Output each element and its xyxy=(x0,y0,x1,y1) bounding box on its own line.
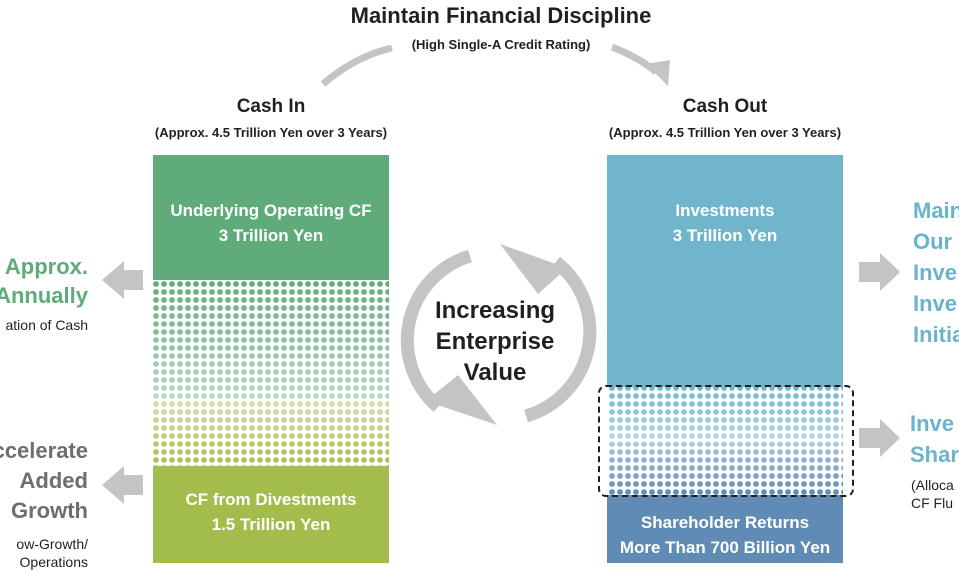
left-lower-note-line1: ow-Growth/ xyxy=(16,536,88,552)
left-lower-line3: Growth xyxy=(11,498,88,523)
divestments-label: CF from Divestments 1.5 Trillion Yen xyxy=(153,487,389,537)
left-upper-line2: Annually xyxy=(0,283,88,308)
right-upper-line1: Main xyxy=(913,198,959,223)
shareholder-returns-label: Shareholder Returns More Than 700 Billio… xyxy=(603,510,847,560)
left-lower-line1: ccelerate xyxy=(0,438,88,463)
shareholder-allocation-outline xyxy=(598,385,854,497)
page-subtitle: (High Single-A Credit Rating) xyxy=(411,37,591,52)
shareholder-returns-title: Shareholder Returns xyxy=(640,513,810,532)
right-lower-heading: Inve Shar xyxy=(910,408,959,470)
right-lower-line1: Inve xyxy=(910,411,955,436)
operating-cf-amount: 3 Trillion Yen xyxy=(218,226,324,245)
right-upper-line3: Inve xyxy=(913,260,958,285)
left-lower-heading: ccelerate Added Growth xyxy=(0,436,88,526)
right-lower-note: (Alloca CF Flu xyxy=(911,476,954,512)
cash-out-subheading: (Approx. 4.5 Trillion Yen over 3 Years) xyxy=(608,125,842,140)
divestments-title: CF from Divestments xyxy=(185,490,357,509)
operating-cf-label: Underlying Operating CF 3 Trillion Yen xyxy=(153,198,389,248)
left-upper-line1: Approx. xyxy=(4,254,88,279)
left-arrow-lower xyxy=(102,466,143,504)
right-arrow-lower xyxy=(859,419,900,457)
investments-amount: 3 Trillion Yen xyxy=(672,226,778,245)
right-lower-line2: Shar xyxy=(910,442,959,467)
cash-in-subheading: (Approx. 4.5 Trillion Yen over 3 Years) xyxy=(154,125,388,140)
right-upper-line5: Initia xyxy=(913,322,959,347)
left-lower-line2: Added xyxy=(19,468,88,493)
right-lower-note-line2: CF Flu xyxy=(911,495,953,511)
top-arc-arrow xyxy=(320,43,670,87)
left-lower-note-line2: Operations xyxy=(19,554,88,570)
shareholder-returns-amount: More Than 700 Billion Yen xyxy=(619,538,831,557)
divestments-amount: 1.5 Trillion Yen xyxy=(211,515,331,534)
cash-out-column xyxy=(607,155,843,563)
operating-cf-title: Underlying Operating CF xyxy=(170,201,372,220)
left-arrow-upper xyxy=(102,261,143,299)
right-upper-heading: Main Our Inve Inve Initia xyxy=(913,195,959,350)
cash-in-column xyxy=(153,155,389,563)
left-upper-heading: Approx. Annually xyxy=(0,252,88,310)
right-upper-line4: Inve xyxy=(913,291,958,316)
cash-out-heading: Cash Out xyxy=(682,96,768,117)
right-upper-line2: Our xyxy=(913,229,953,254)
enterprise-value-line3: Value xyxy=(463,359,527,386)
enterprise-value-line1: Increasing xyxy=(434,297,556,324)
right-arrow-upper xyxy=(859,253,900,291)
cash-in-heading: Cash In xyxy=(236,96,306,117)
enterprise-value-label: Increasing Enterprise Value xyxy=(414,295,576,388)
right-lower-note-line1: (Alloca xyxy=(911,477,954,493)
investments-label: Investments 3 Trillion Yen xyxy=(607,198,843,248)
enterprise-value-line2: Enterprise xyxy=(435,328,555,355)
left-lower-note: ow-Growth/ Operations xyxy=(16,535,88,571)
page-title: Maintain Financial Discipline xyxy=(350,3,652,28)
cycle-arrows xyxy=(400,244,597,425)
investments-title: Investments xyxy=(675,201,775,220)
left-upper-note: ation of Cash xyxy=(5,317,89,333)
